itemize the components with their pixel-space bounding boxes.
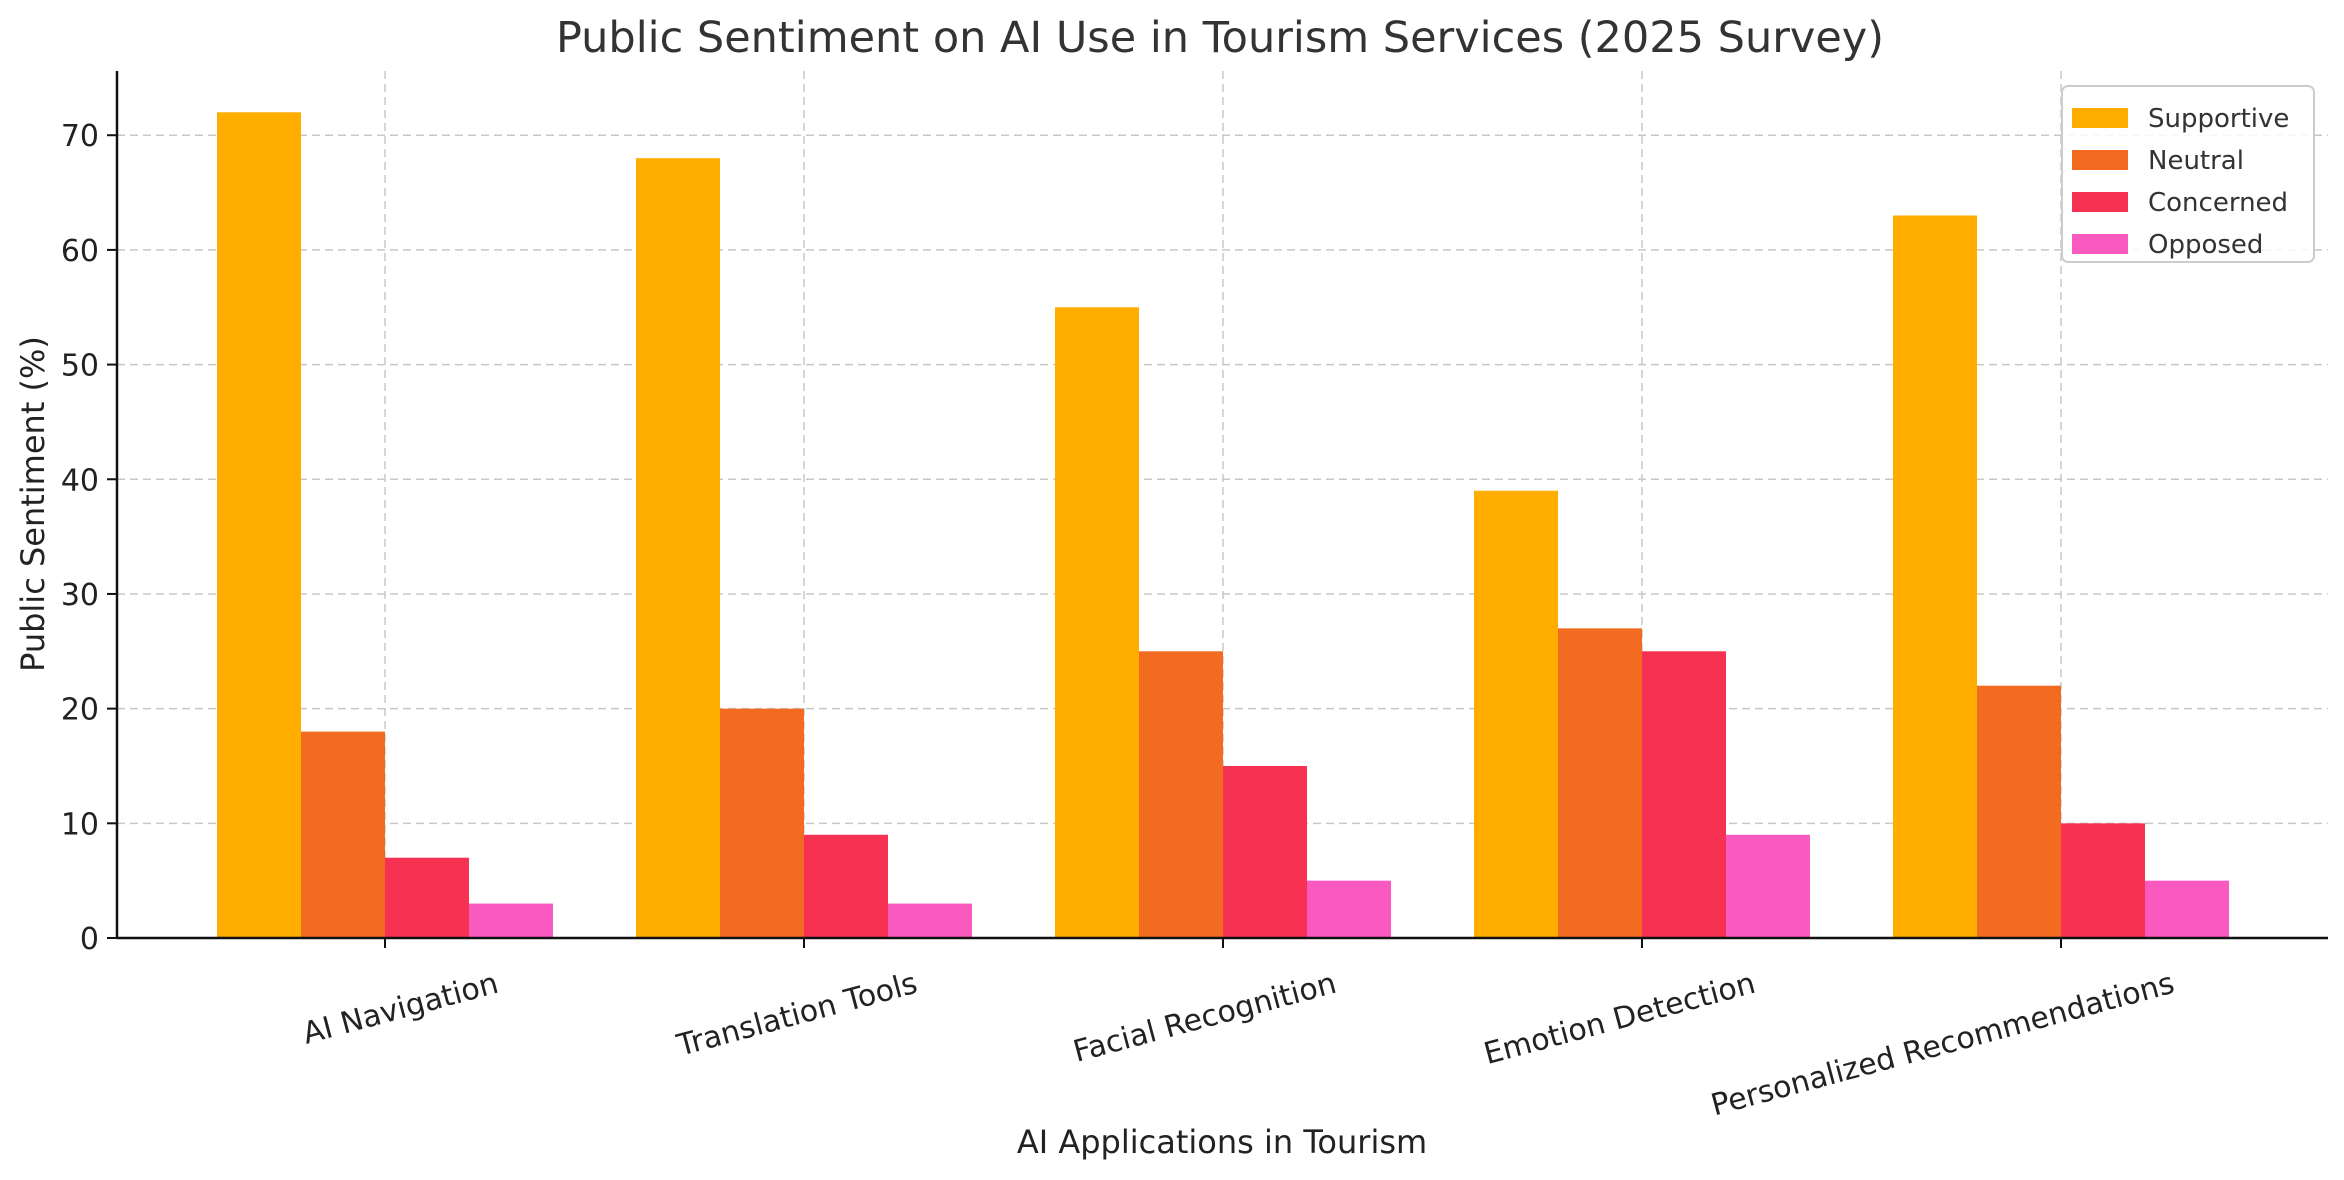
bar-supportive-0	[217, 112, 301, 939]
legend-frame	[2061, 85, 2315, 263]
legend-label-neutral: Neutral	[2148, 146, 2244, 176]
bar-opposed-3	[1726, 834, 1810, 938]
x-axis-label: AI Applications in Tourism	[1017, 1123, 1427, 1161]
y-axis-label: Public Sentiment (%)	[14, 336, 52, 672]
bar-concerned-4	[2061, 823, 2145, 938]
legend: Supportive Neutral Concerned Opposed	[2061, 85, 2315, 263]
y-tick-label: 0	[80, 922, 99, 957]
bar-supportive-2	[1055, 307, 1139, 938]
bar-opposed-0	[469, 903, 553, 938]
bars	[217, 112, 2229, 939]
legend-swatch-neutral	[2072, 150, 2128, 170]
bar-concerned-3	[1642, 651, 1726, 938]
bar-neutral-1	[720, 708, 804, 938]
bar-concerned-2	[1223, 765, 1307, 938]
y-tick-label: 60	[61, 234, 99, 269]
legend-label-opposed: Opposed	[2148, 230, 2263, 260]
legend-label-supportive: Supportive	[2148, 104, 2289, 134]
chart-title: Public Sentiment on AI Use in Tourism Se…	[556, 13, 1884, 63]
bar-supportive-3	[1474, 490, 1558, 938]
legend-swatch-supportive	[2072, 108, 2128, 128]
x-tick-label: Facial Recognition	[1070, 966, 1340, 1070]
x-tick-label: Personalized Recommendations	[1707, 966, 2178, 1123]
bar-opposed-1	[888, 903, 972, 938]
bar-neutral-4	[1977, 685, 2061, 938]
bar-concerned-0	[385, 857, 469, 938]
legend-swatch-opposed	[2072, 234, 2128, 254]
legend-label-concerned: Concerned	[2148, 188, 2288, 218]
y-tick-label: 30	[61, 578, 99, 613]
y-tick-label: 20	[61, 693, 99, 728]
y-tick-label: 50	[61, 349, 99, 384]
bar-opposed-4	[2145, 880, 2229, 938]
y-tick-label: 40	[61, 463, 99, 498]
bar-concerned-1	[804, 834, 888, 938]
y-tick-label: 70	[61, 119, 99, 154]
bar-supportive-1	[636, 158, 720, 938]
y-ticks: 0 10 20 30 40 50 60 70	[61, 119, 117, 957]
bar-neutral-3	[1558, 628, 1642, 938]
legend-swatch-concerned	[2072, 192, 2128, 212]
bar-neutral-2	[1139, 651, 1223, 938]
y-tick-label: 10	[61, 807, 99, 842]
x-tick-label: AI Navigation	[299, 966, 502, 1052]
bar-supportive-4	[1893, 215, 1977, 938]
x-ticks: AI Navigation Translation Tools Facial Rec…	[299, 938, 2178, 1123]
bar-opposed-2	[1307, 880, 1391, 938]
x-tick-label: Emotion Detection	[1480, 966, 1759, 1072]
bar-neutral-0	[301, 731, 385, 938]
x-tick-label: Translation Tools	[673, 966, 922, 1064]
